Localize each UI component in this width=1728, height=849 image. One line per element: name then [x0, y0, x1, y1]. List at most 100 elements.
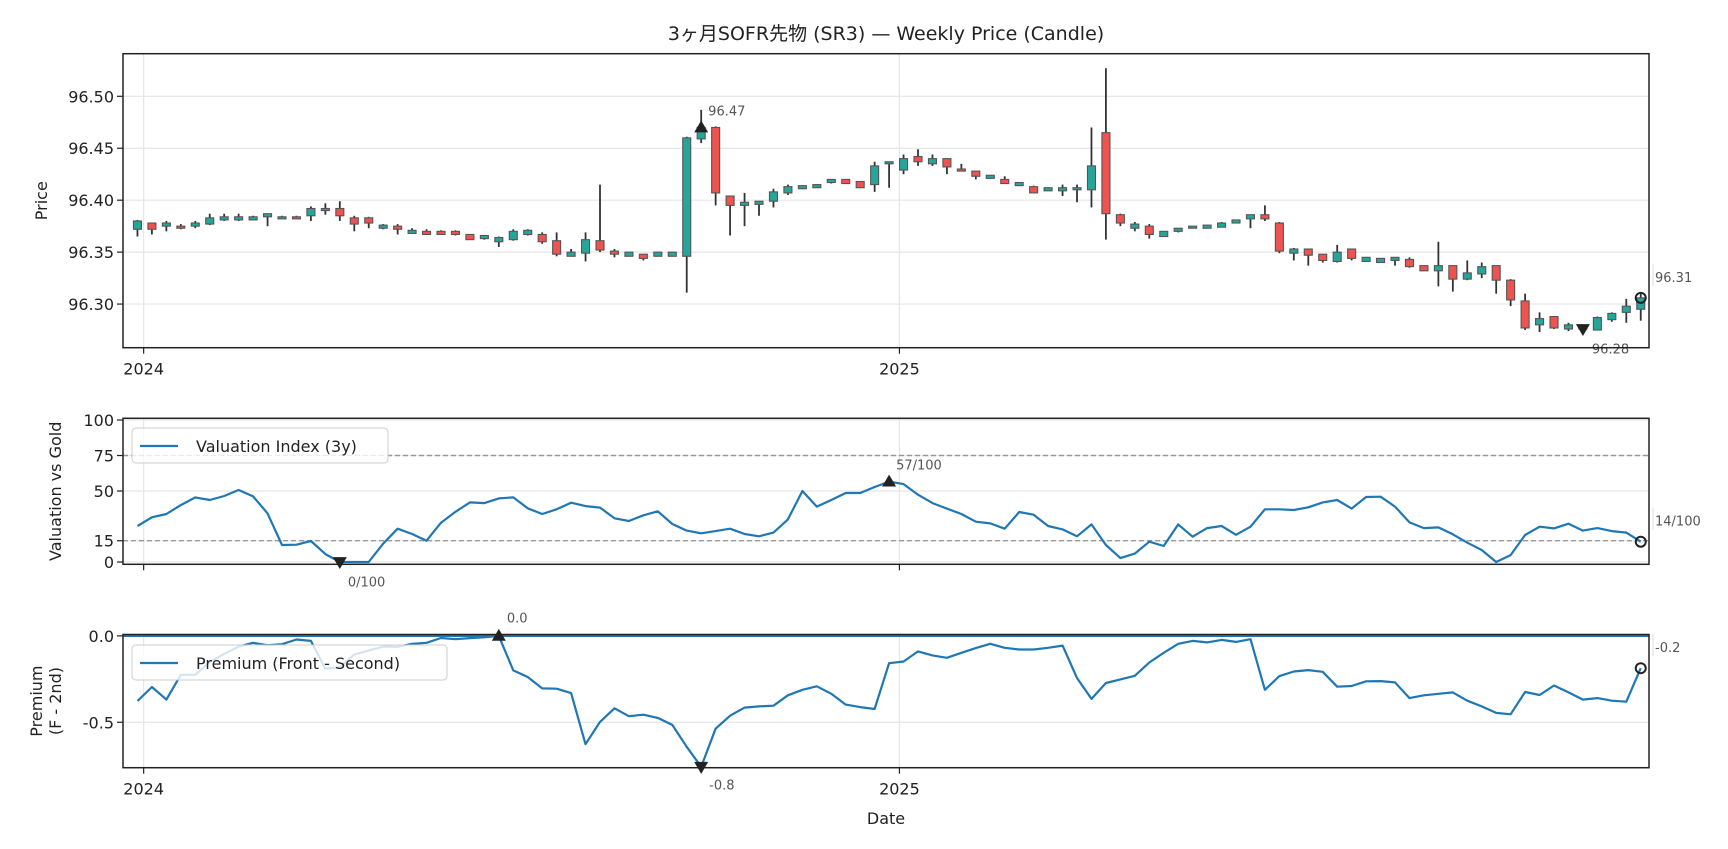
candle: [1000, 176, 1010, 185]
candle: [291, 215, 302, 220]
candle: [552, 232, 562, 257]
candle-body-up: [190, 222, 200, 227]
candle-body-up: [262, 213, 273, 218]
candle-body-down: [1318, 253, 1328, 261]
candle-body-up: [1563, 324, 1574, 330]
candle-body-up: [1014, 181, 1024, 187]
x-tick-label: 2025: [879, 780, 920, 799]
candle-body-up: [783, 186, 793, 194]
min-annotation-label: -0.8: [709, 779, 734, 794]
candle-body-down: [1419, 265, 1429, 272]
candle-body-up: [884, 161, 894, 165]
max-marker-triangle-up-icon: [694, 120, 709, 133]
y-axis-label-line-2: (F - 2nd): [46, 667, 65, 735]
candle: [537, 232, 547, 244]
y-tick-label: 75: [94, 447, 114, 466]
candle-body-up: [1043, 187, 1053, 192]
min-annotation-label: 0/100: [348, 575, 385, 590]
plot-frame: [122, 633, 1650, 769]
candle-body-up: [1621, 305, 1631, 313]
candle: [262, 213, 273, 227]
candle: [956, 163, 966, 172]
candle: [393, 224, 403, 235]
candle: [421, 229, 432, 236]
candle: [205, 213, 215, 226]
candle-body-up: [523, 229, 533, 236]
candle: [740, 192, 750, 227]
candle: [797, 185, 807, 190]
candle: [1506, 279, 1516, 307]
y-tick-label: 50: [94, 482, 114, 501]
candle-body-down: [942, 158, 952, 168]
y-tick-label: 100: [83, 411, 114, 430]
candle-body-down: [349, 217, 359, 225]
candle-body-down: [711, 126, 721, 194]
candle: [306, 206, 316, 221]
candle-body-down: [1144, 225, 1154, 236]
candle-body-up: [870, 165, 880, 186]
candle-body-up: [219, 216, 229, 221]
candle: [1217, 221, 1227, 228]
candle-body-up: [566, 251, 576, 257]
min-marker-triangle-down-icon: [1575, 324, 1590, 337]
candle-body-up: [306, 207, 316, 217]
candle: [161, 220, 171, 232]
last-marker-circle-icon: [1634, 535, 1647, 548]
candle-body-up: [378, 224, 388, 229]
candle-body-up: [1607, 312, 1617, 321]
candle: [465, 233, 475, 241]
candle: [1607, 312, 1617, 322]
candle-body-up: [1159, 230, 1169, 238]
candle-body-up: [1433, 265, 1443, 272]
candle-body-down: [1029, 186, 1039, 194]
candle-body-up: [1231, 219, 1241, 224]
candle: [1332, 244, 1342, 263]
y-tick-label: -0.5: [83, 713, 114, 732]
candle-body-up: [899, 158, 909, 171]
candle: [595, 184, 605, 253]
candle: [609, 249, 620, 258]
candle-body-up: [234, 216, 244, 221]
candle-body-up: [1376, 257, 1386, 264]
candle: [667, 251, 677, 257]
candle-body-down: [393, 225, 403, 230]
candle-body-up: [1072, 187, 1082, 191]
min-marker-triangle-down-icon: [332, 557, 347, 570]
y-tick-label: 96.45: [68, 139, 114, 158]
candle-body-down: [1000, 178, 1010, 185]
candle-body-up: [1390, 256, 1400, 261]
candle: [1433, 241, 1443, 287]
candle: [1260, 205, 1270, 221]
candle-body-up: [1173, 227, 1183, 232]
candle-body-down: [364, 217, 374, 224]
candle-body-down: [1549, 315, 1559, 329]
candle: [1549, 315, 1559, 330]
candle: [1563, 322, 1574, 332]
candle: [1231, 219, 1241, 224]
candle: [638, 253, 648, 261]
candle: [277, 215, 287, 220]
candle-body-up: [407, 229, 417, 234]
candle: [1115, 213, 1125, 227]
candle-body-down: [1101, 132, 1111, 215]
plot-frame: [122, 52, 1650, 349]
y-tick-label: 15: [94, 532, 114, 551]
candle: [1202, 224, 1212, 229]
candle-body-down: [335, 207, 345, 217]
candle: [1462, 260, 1472, 281]
candle-body-down: [552, 240, 562, 255]
candle: [1404, 257, 1415, 268]
candle-body-down: [841, 178, 851, 185]
x-axis-label: Date: [867, 809, 905, 828]
candle: [985, 174, 995, 179]
candle-body-up: [132, 220, 143, 230]
candle: [479, 234, 489, 240]
legend-label: Premium (Front - Second): [196, 654, 400, 673]
candle: [1347, 248, 1357, 261]
candle: [1376, 257, 1386, 264]
candle: [1086, 127, 1097, 208]
candle-body-up: [812, 184, 822, 189]
candle-body-up: [1332, 251, 1342, 263]
candle-body-up: [1202, 224, 1212, 229]
candle-body-up: [248, 216, 258, 221]
